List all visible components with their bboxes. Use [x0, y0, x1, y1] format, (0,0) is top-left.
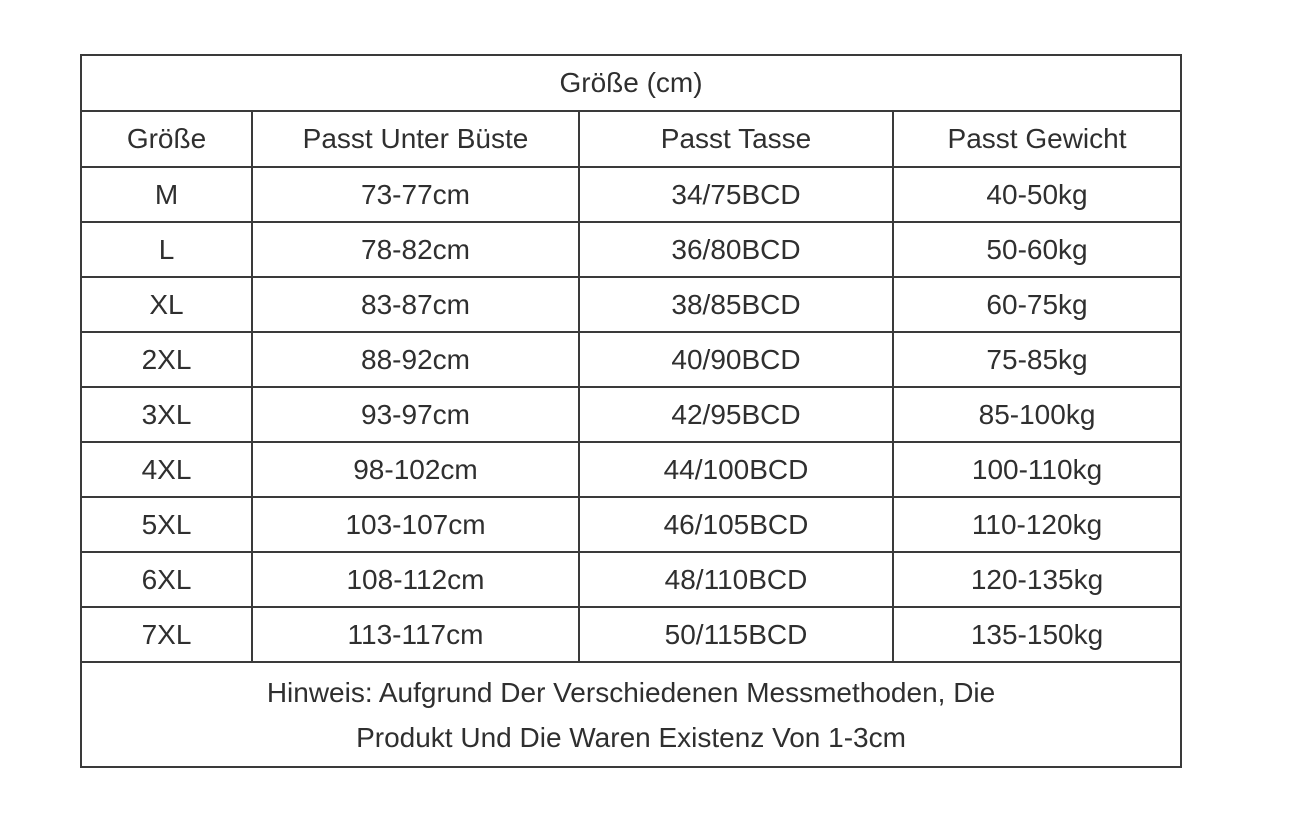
table-title: Größe (cm) — [79, 54, 1183, 112]
table-row-5xl: 5XL 103-107cm 46/105BCD 110-120kg — [80, 496, 1183, 553]
cup-cell: 42/95BCD — [578, 386, 894, 443]
weight-cell: 40-50kg — [891, 166, 1183, 223]
weight-cell: 85-100kg — [891, 386, 1183, 443]
underbust-cell: 88-92cm — [251, 331, 580, 388]
column-header-groesse: Größe — [80, 110, 253, 168]
table-note-row: Hinweis: Aufgrund Der Verschiedenen Mess… — [79, 661, 1183, 768]
underbust-cell: 103-107cm — [251, 496, 580, 553]
table-row-3xl: 3XL 93-97cm 42/95BCD 85-100kg — [80, 386, 1183, 443]
table-row-7xl: 7XL 113-117cm 50/115BCD 135-150kg — [80, 606, 1183, 663]
size-cell: 5XL — [80, 496, 253, 553]
table-header-row: Größe Passt Unter Büste Passt Tasse Pass… — [80, 110, 1183, 168]
underbust-cell: 113-117cm — [251, 606, 580, 663]
size-cell: 7XL — [80, 606, 253, 663]
cup-cell: 40/90BCD — [578, 331, 894, 388]
table-note: Hinweis: Aufgrund Der Verschiedenen Mess… — [79, 661, 1183, 768]
weight-cell: 110-120kg — [891, 496, 1183, 553]
underbust-cell: 73-77cm — [251, 166, 580, 223]
table-row-4xl: 4XL 98-102cm 44/100BCD 100-110kg — [80, 441, 1183, 498]
underbust-cell: 98-102cm — [251, 441, 580, 498]
weight-cell: 60-75kg — [891, 276, 1183, 333]
table-body: M 73-77cm 34/75BCD 40-50kg L 78-82cm 36/… — [80, 166, 1183, 663]
weight-cell: 135-150kg — [891, 606, 1183, 663]
table-title-row: Größe (cm) — [79, 54, 1183, 112]
column-header-passt-tasse: Passt Tasse — [578, 110, 894, 168]
cup-cell: 48/110BCD — [578, 551, 894, 608]
cup-cell: 36/80BCD — [578, 221, 894, 278]
table-row-l: L 78-82cm 36/80BCD 50-60kg — [80, 221, 1183, 278]
weight-cell: 50-60kg — [891, 221, 1183, 278]
column-header-passt-gewicht: Passt Gewicht — [891, 110, 1183, 168]
size-cell: XL — [80, 276, 253, 333]
table-row-xl: XL 83-87cm 38/85BCD 60-75kg — [80, 276, 1183, 333]
size-cell: L — [80, 221, 253, 278]
note-line-2: Produkt Und Die Waren Existenz Von 1-3cm — [356, 721, 906, 753]
size-cell: 6XL — [80, 551, 253, 608]
weight-cell: 100-110kg — [891, 441, 1183, 498]
cup-cell: 46/105BCD — [578, 496, 894, 553]
underbust-cell: 108-112cm — [251, 551, 580, 608]
note-line-1: Hinweis: Aufgrund Der Verschiedenen Mess… — [266, 676, 996, 708]
weight-cell: 75-85kg — [891, 331, 1183, 388]
column-header-passt-unter-bueste: Passt Unter Büste — [251, 110, 580, 168]
size-cell: M — [80, 166, 253, 223]
size-cell: 3XL — [80, 386, 253, 443]
cup-cell: 38/85BCD — [578, 276, 894, 333]
cup-cell: 34/75BCD — [578, 166, 894, 223]
weight-cell: 120-135kg — [891, 551, 1183, 608]
size-cell: 2XL — [80, 331, 253, 388]
underbust-cell: 83-87cm — [251, 276, 580, 333]
table-row-6xl: 6XL 108-112cm 48/110BCD 120-135kg — [80, 551, 1183, 608]
size-chart-table: Größe (cm) Größe Passt Unter Büste Passt… — [79, 54, 1183, 768]
size-cell: 4XL — [80, 441, 253, 498]
underbust-cell: 78-82cm — [251, 221, 580, 278]
underbust-cell: 93-97cm — [251, 386, 580, 443]
cup-cell: 50/115BCD — [578, 606, 894, 663]
table-row-m: M 73-77cm 34/75BCD 40-50kg — [80, 166, 1183, 223]
cup-cell: 44/100BCD — [578, 441, 894, 498]
table-row-2xl: 2XL 88-92cm 40/90BCD 75-85kg — [80, 331, 1183, 388]
